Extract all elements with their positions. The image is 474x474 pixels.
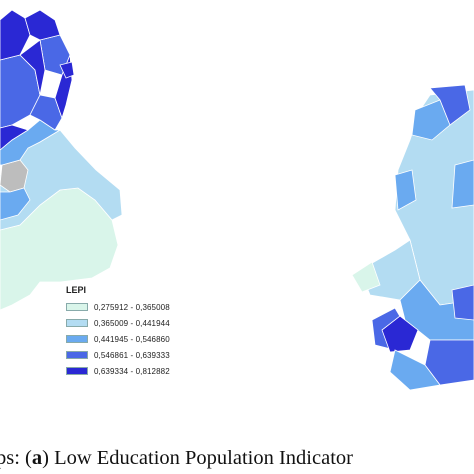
legend-label: 0,365009 - 0,441944 [94,318,170,328]
region-darkest-5 [0,124,29,151]
legend-swatch [66,319,88,327]
legend-swatch [66,335,88,343]
region-r-2 [411,99,451,141]
region-r-7 [351,261,381,293]
region-r-4 [394,169,417,211]
legend-swatch [66,303,88,311]
region-r-10 [381,315,419,353]
legend-rows: 0,275912 - 0,365008 0,365009 - 0,441944 0,… [66,299,206,379]
region-darkest-6 [59,61,75,79]
legend-row: 0,441945 - 0,546860 [66,331,206,347]
caption-text: ) Low Education Population Indicator [42,447,353,469]
caption-panel: a [31,447,43,469]
legend-row: 0,639334 - 0,812882 [66,363,206,379]
left-map [0,9,123,311]
region-r-11 [424,339,474,386]
legend-label: 0,639334 - 0,812882 [94,366,170,376]
legend-row: 0,365009 - 0,441944 [66,315,206,331]
region-r-12 [389,349,441,391]
region-r-13 [451,284,474,321]
legend-label: 0,275912 - 0,365008 [94,302,170,312]
region-r-3 [429,84,471,126]
caption-prefix: ps: ( [0,447,32,469]
legend-title: LEPI [66,285,87,295]
region-medium-2 [0,187,31,221]
legend-swatch [66,367,88,375]
legend: LEPI 0,275912 - 0,365008 0,365009 - 0,441… [66,285,206,379]
legend-row: 0,275912 - 0,365008 [66,299,206,315]
region-r-5 [451,159,474,209]
right-map [351,84,474,391]
region-darkest-3 [19,39,46,96]
legend-row: 0,546861 - 0,639333 [66,347,206,363]
legend-label: 0,441945 - 0,546860 [94,334,170,344]
region-darkest-2 [24,9,61,41]
legend-label: 0,546861 - 0,639333 [94,350,170,360]
figure-caption: ps: (a) Low Education Population Indicat… [0,447,353,470]
legend-swatch [66,351,88,359]
